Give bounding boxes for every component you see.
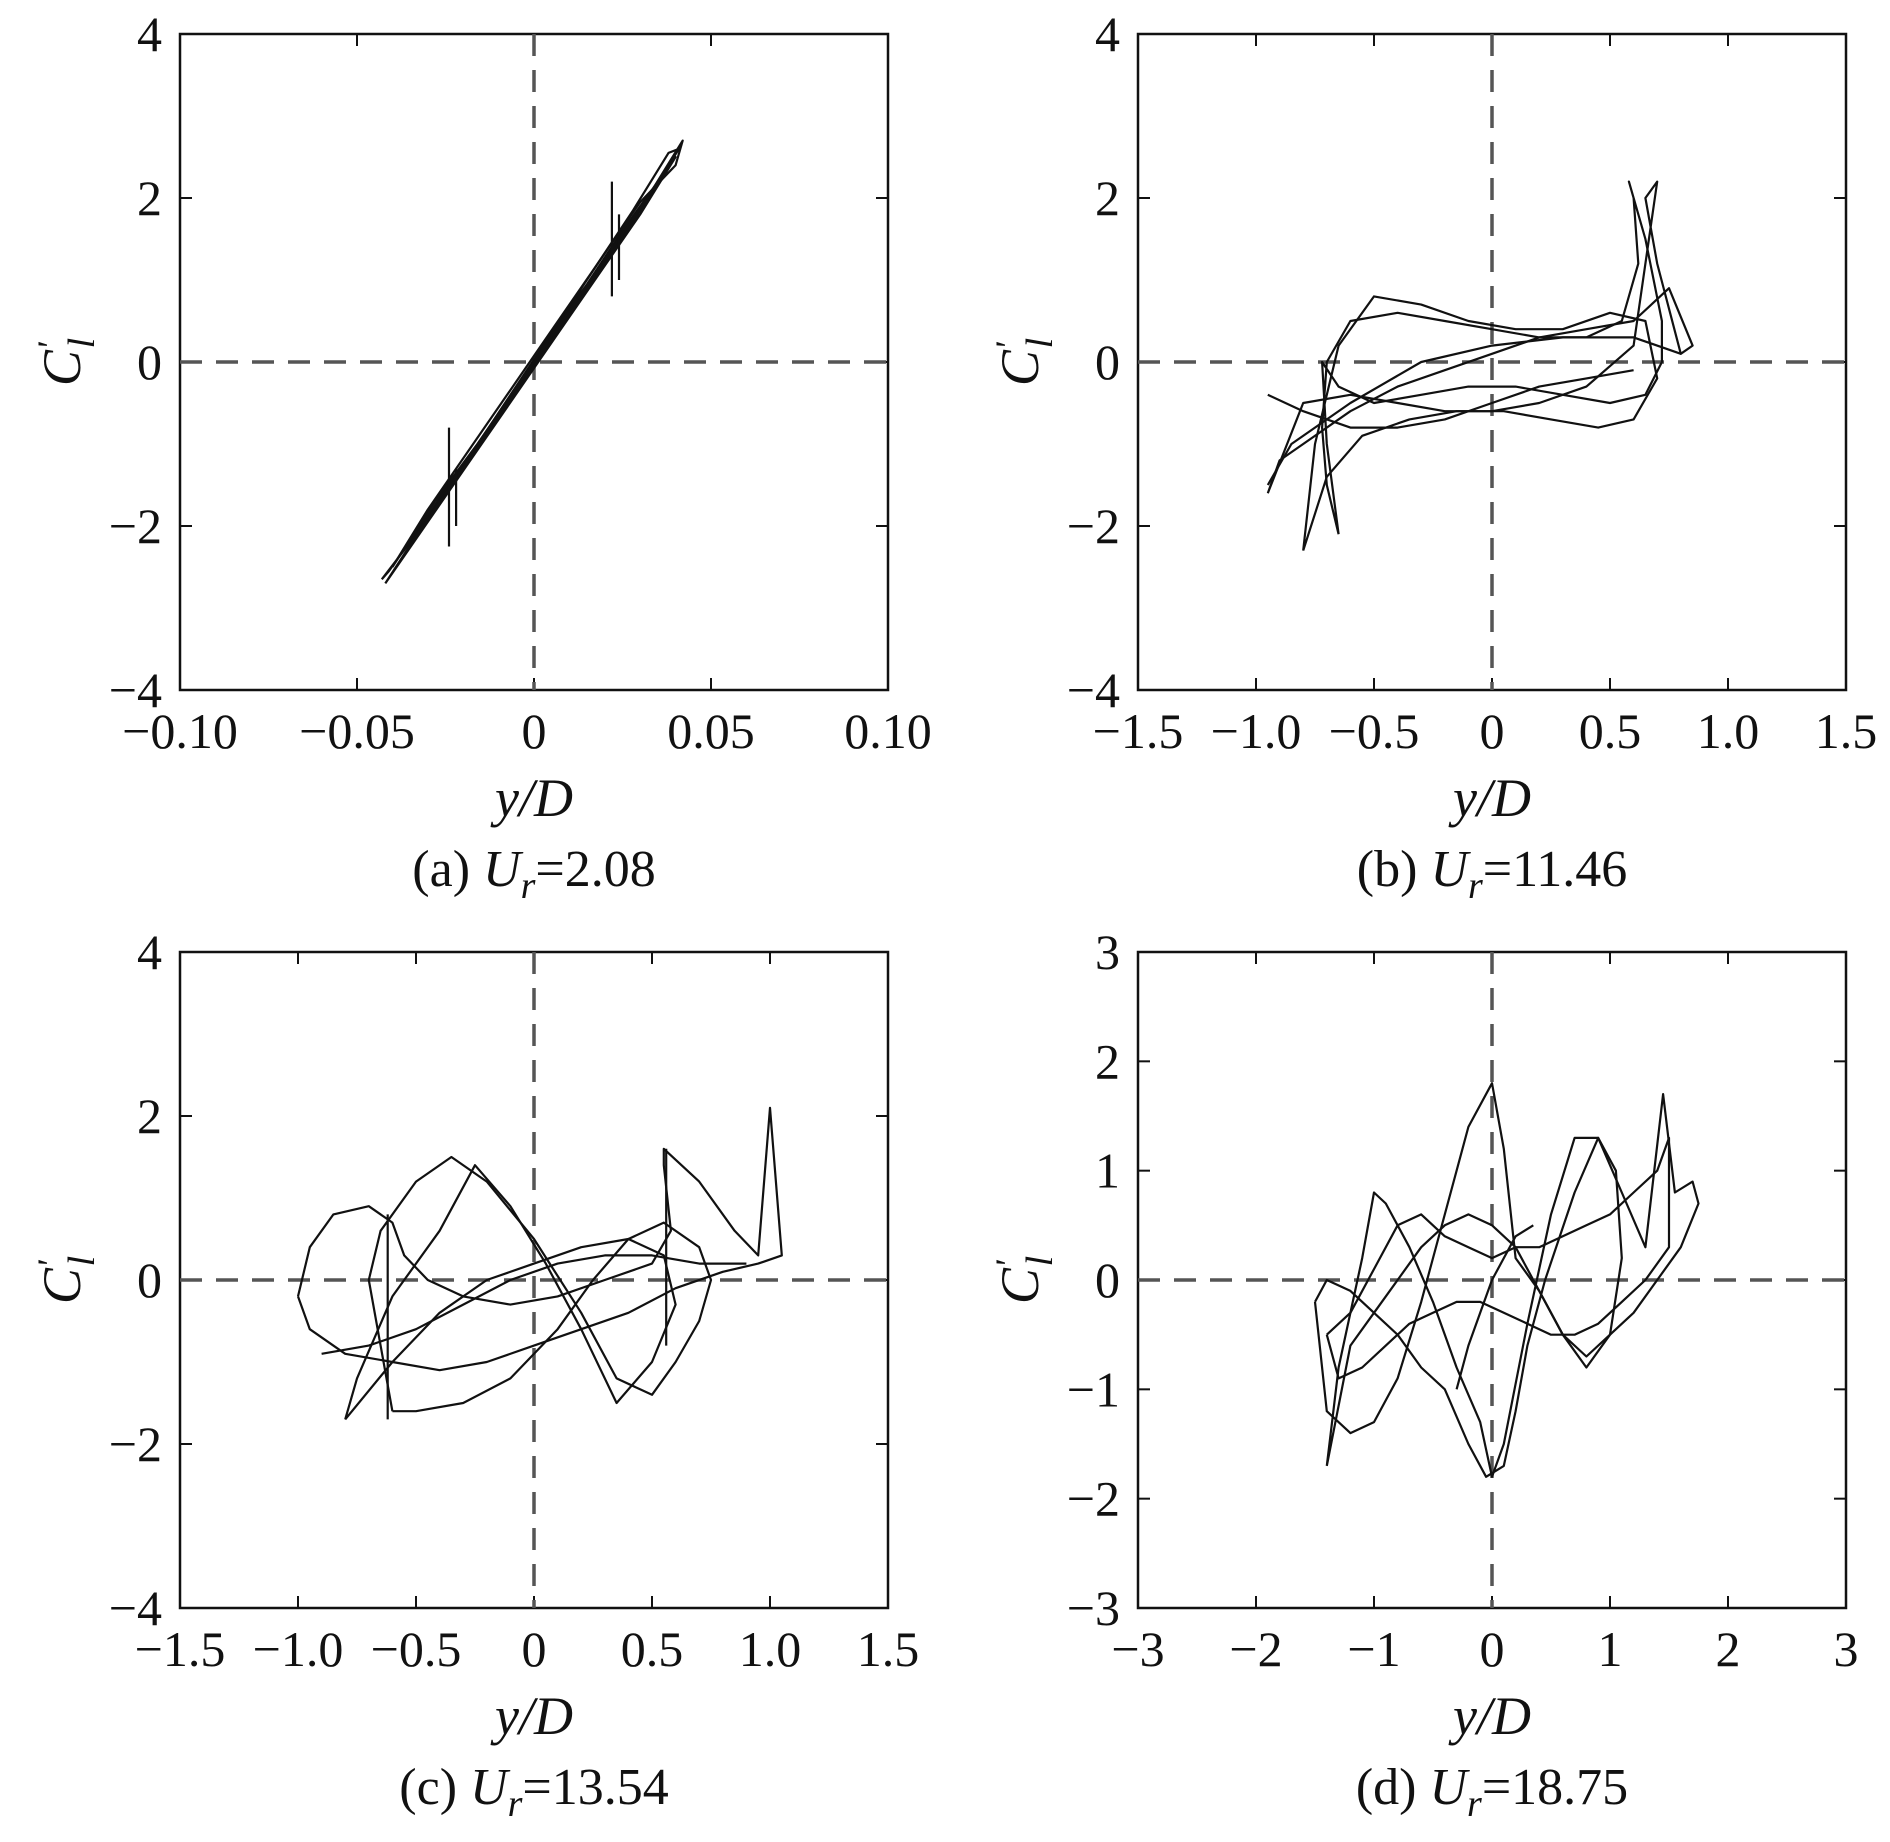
y-axis-label: C'l xyxy=(30,1256,103,1304)
data-series-1 xyxy=(1325,1092,1700,1478)
y-tick-label: −2 xyxy=(109,498,162,554)
x-tick-label: −1.5 xyxy=(135,1621,226,1677)
y-tick-label: −4 xyxy=(109,662,162,718)
x-tick-label: 0 xyxy=(1480,703,1505,759)
x-tick-label: −0.5 xyxy=(371,1621,462,1677)
panel-caption: (a) Ur=2.08 xyxy=(412,841,655,907)
y-tick-label: −1 xyxy=(1067,1361,1120,1417)
x-tick-label: −1.0 xyxy=(1211,703,1302,759)
data-series-0 xyxy=(1320,180,1664,535)
x-tick-label: 1.5 xyxy=(1815,703,1878,759)
x-tick-label: −1.5 xyxy=(1093,703,1184,759)
y-tick-label: 2 xyxy=(137,170,162,226)
panel-caption: (b) Ur=11.46 xyxy=(1357,841,1627,907)
data-series-1 xyxy=(367,1155,713,1413)
y-tick-label: 4 xyxy=(137,6,162,62)
data-series-2 xyxy=(1302,295,1659,551)
panel-d: −3 −2 −1 0 1 2 3 −3 −2 −1 0 1 2 3 y/D C'l (d) Ur=18.75 xyxy=(988,924,1859,1825)
y-tick-label: 4 xyxy=(1095,6,1120,62)
x-tick-label: 1.0 xyxy=(1697,703,1760,759)
x-tick-label: 1.0 xyxy=(739,1621,802,1677)
x-tick-label: 2 xyxy=(1716,1621,1741,1677)
panel-c: −1.5 −1.0 −0.5 0 0.5 1.0 1.5 −4 −2 0 2 4 y/D C'l (c) U… xyxy=(30,924,919,1825)
data-series-3 xyxy=(1455,1224,1534,1390)
data-series-2 xyxy=(344,1164,677,1421)
y-tick-label: 2 xyxy=(1095,1033,1120,1089)
x-tick-label: 0 xyxy=(522,703,547,759)
x-tick-label: −0.05 xyxy=(299,703,415,759)
y-axis-label: C'l xyxy=(988,1256,1061,1304)
x-tick-label: 0.5 xyxy=(621,1621,684,1677)
y-tick-label: −4 xyxy=(1067,662,1120,718)
data-series-5 xyxy=(321,1254,747,1355)
data-series-0 xyxy=(1313,1082,1623,1478)
y-tick-label: 2 xyxy=(137,1088,162,1144)
x-tick-label: 0 xyxy=(522,1621,547,1677)
panel-b: −1.5 −1.0 −0.5 0 0.5 1.0 1.5 −4 −2 0 2 4 y/D C'l (b) U… xyxy=(988,6,1877,907)
data-series-0 xyxy=(296,1106,783,1372)
y-tick-label: −2 xyxy=(109,1416,162,1472)
y-tick-label: −3 xyxy=(1067,1580,1120,1636)
y-axis-label: C'l xyxy=(30,338,103,386)
x-tick-label: 0.5 xyxy=(1579,703,1642,759)
x-tick-label: −1 xyxy=(1347,1621,1400,1677)
x-tick-label: 1 xyxy=(1598,1621,1623,1677)
x-axis-label: y/D xyxy=(1448,768,1531,828)
data-series-2 xyxy=(391,139,684,568)
y-tick-label: −2 xyxy=(1067,1471,1120,1527)
y-tick-label: −2 xyxy=(1067,498,1120,554)
x-tick-label: 0 xyxy=(1480,1621,1505,1677)
panel-caption: (c) Ur=13.54 xyxy=(399,1759,668,1825)
x-tick-label: 1.5 xyxy=(857,1621,920,1677)
y-tick-label: 0 xyxy=(137,334,162,390)
data-series-2 xyxy=(1325,1136,1671,1380)
panel-caption: (d) Ur=18.75 xyxy=(1356,1759,1628,1825)
y-tick-label: 1 xyxy=(1095,1143,1120,1199)
x-tick-label: −3 xyxy=(1111,1621,1164,1677)
x-tick-label: −1.0 xyxy=(253,1621,344,1677)
data-series-1 xyxy=(384,155,677,585)
x-axis-label: y/D xyxy=(1448,1686,1531,1746)
y-tick-label: 3 xyxy=(1095,924,1120,980)
x-axis-label: y/D xyxy=(490,768,573,828)
y-tick-label: 4 xyxy=(137,924,162,980)
y-axis-label: C'l xyxy=(988,338,1061,386)
y-tick-label: 0 xyxy=(137,1252,162,1308)
panel-a: −0.10 −0.05 0 0.05 0.10 −4 −2 0 2 4 y/D C'l (a) Ur=2… xyxy=(30,6,932,907)
x-tick-label: 3 xyxy=(1834,1621,1859,1677)
y-tick-label: 0 xyxy=(1095,1252,1120,1308)
x-tick-label: −0.5 xyxy=(1329,703,1420,759)
data-series-4 xyxy=(1266,336,1682,486)
x-tick-label: 0.05 xyxy=(667,703,755,759)
y-tick-label: 2 xyxy=(1095,170,1120,226)
y-tick-label: −4 xyxy=(109,1580,162,1636)
data-series-3 xyxy=(1267,369,1634,429)
x-tick-label: 0.10 xyxy=(844,703,932,759)
x-axis-label: y/D xyxy=(490,1686,573,1746)
y-tick-label: 0 xyxy=(1095,334,1120,390)
x-tick-label: −0.10 xyxy=(122,703,238,759)
x-tick-label: −2 xyxy=(1229,1621,1282,1677)
